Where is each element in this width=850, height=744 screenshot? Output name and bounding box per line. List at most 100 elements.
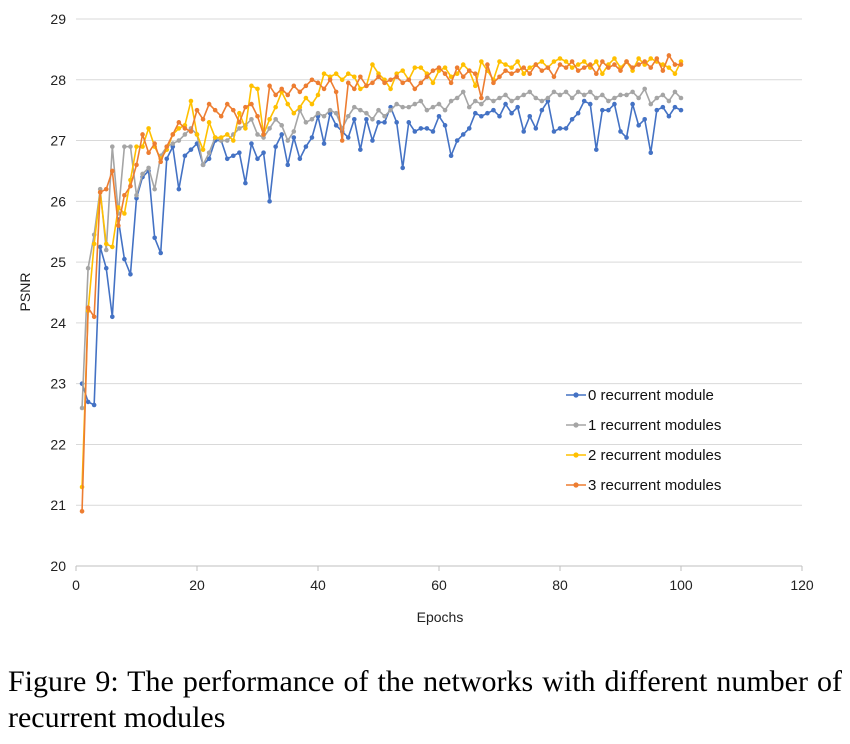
data-point xyxy=(430,68,436,73)
data-point xyxy=(612,56,617,61)
data-point xyxy=(600,71,605,76)
data-point xyxy=(297,104,303,110)
data-point xyxy=(352,116,357,122)
data-point xyxy=(206,120,212,125)
data-point xyxy=(473,83,478,89)
data-point xyxy=(267,126,272,131)
data-point xyxy=(666,113,672,119)
data-point xyxy=(255,86,260,92)
data-point xyxy=(569,65,575,70)
data-point xyxy=(315,110,321,116)
data-point xyxy=(352,74,357,80)
data-point xyxy=(521,71,526,76)
data-point xyxy=(394,74,399,80)
data-point xyxy=(309,116,315,122)
data-point xyxy=(473,98,478,104)
data-point xyxy=(364,110,369,116)
data-point xyxy=(285,162,291,168)
data-point xyxy=(442,71,448,76)
data-point xyxy=(594,147,599,152)
x-tick-label: 40 xyxy=(310,577,326,593)
data-point xyxy=(485,62,490,67)
data-point xyxy=(521,92,526,98)
data-point xyxy=(533,95,539,101)
data-point xyxy=(448,98,454,104)
data-point xyxy=(442,107,448,113)
data-point xyxy=(134,192,139,198)
data-point xyxy=(249,141,254,146)
data-point xyxy=(303,120,309,125)
data-point xyxy=(273,116,278,122)
data-point xyxy=(85,399,91,405)
data-point xyxy=(666,65,672,70)
data-point xyxy=(194,132,200,137)
data-point xyxy=(412,129,418,134)
y-axis-title: PSNR xyxy=(17,273,33,312)
data-point xyxy=(430,129,436,134)
data-point xyxy=(509,110,514,116)
data-point xyxy=(557,92,563,98)
data-point xyxy=(237,110,242,116)
data-point xyxy=(400,80,406,86)
data-point xyxy=(267,116,272,122)
legend-item-1: 1 recurrent modules xyxy=(566,417,721,434)
y-tick-label: 23 xyxy=(50,376,66,392)
data-point xyxy=(382,80,387,86)
data-series xyxy=(79,53,684,514)
data-point xyxy=(176,138,182,143)
data-point xyxy=(188,129,194,134)
data-point xyxy=(358,86,363,92)
data-point xyxy=(466,126,472,131)
data-point xyxy=(224,156,230,162)
data-point xyxy=(206,156,212,162)
data-point xyxy=(376,74,381,80)
data-point xyxy=(237,126,242,131)
legend-swatch-marker xyxy=(573,452,579,458)
data-point xyxy=(333,123,339,128)
data-point xyxy=(255,156,260,162)
x-axis-title: Epochs xyxy=(417,609,464,625)
data-point xyxy=(557,126,563,131)
data-point xyxy=(146,165,151,171)
data-point xyxy=(255,132,260,137)
y-tick-label: 22 xyxy=(50,436,66,452)
data-point xyxy=(364,116,369,122)
data-point xyxy=(454,65,460,70)
y-tick-label: 21 xyxy=(50,497,66,513)
data-point xyxy=(85,305,91,310)
data-point xyxy=(545,95,551,101)
x-tick-label: 0 xyxy=(72,577,80,593)
data-point xyxy=(134,162,139,168)
data-point xyxy=(491,98,496,104)
data-point xyxy=(249,116,254,122)
data-point xyxy=(630,65,635,70)
data-point xyxy=(448,153,454,159)
data-point xyxy=(400,68,406,73)
data-point xyxy=(194,107,200,113)
legend-label: 0 recurrent module xyxy=(588,387,714,404)
data-point xyxy=(91,402,97,408)
data-point xyxy=(182,153,188,159)
data-point xyxy=(569,116,575,122)
data-point xyxy=(479,113,484,119)
data-point xyxy=(352,86,357,92)
data-point xyxy=(612,95,617,101)
data-point xyxy=(581,59,587,64)
data-point xyxy=(297,89,303,95)
series-line-3 xyxy=(81,54,681,512)
data-point xyxy=(509,71,514,76)
data-point xyxy=(418,126,424,131)
legend: 0 recurrent module 1 recurrent modules 2 r… xyxy=(566,387,721,494)
data-point xyxy=(648,101,654,107)
data-point xyxy=(188,147,194,152)
data-point xyxy=(527,89,533,95)
data-point xyxy=(509,65,514,70)
data-point xyxy=(110,244,115,250)
data-point xyxy=(103,241,109,247)
data-point xyxy=(606,98,611,104)
data-point xyxy=(388,86,393,92)
y-tick-label: 24 xyxy=(50,315,66,331)
data-point xyxy=(624,92,629,98)
data-point xyxy=(497,74,502,80)
data-point xyxy=(116,223,121,228)
